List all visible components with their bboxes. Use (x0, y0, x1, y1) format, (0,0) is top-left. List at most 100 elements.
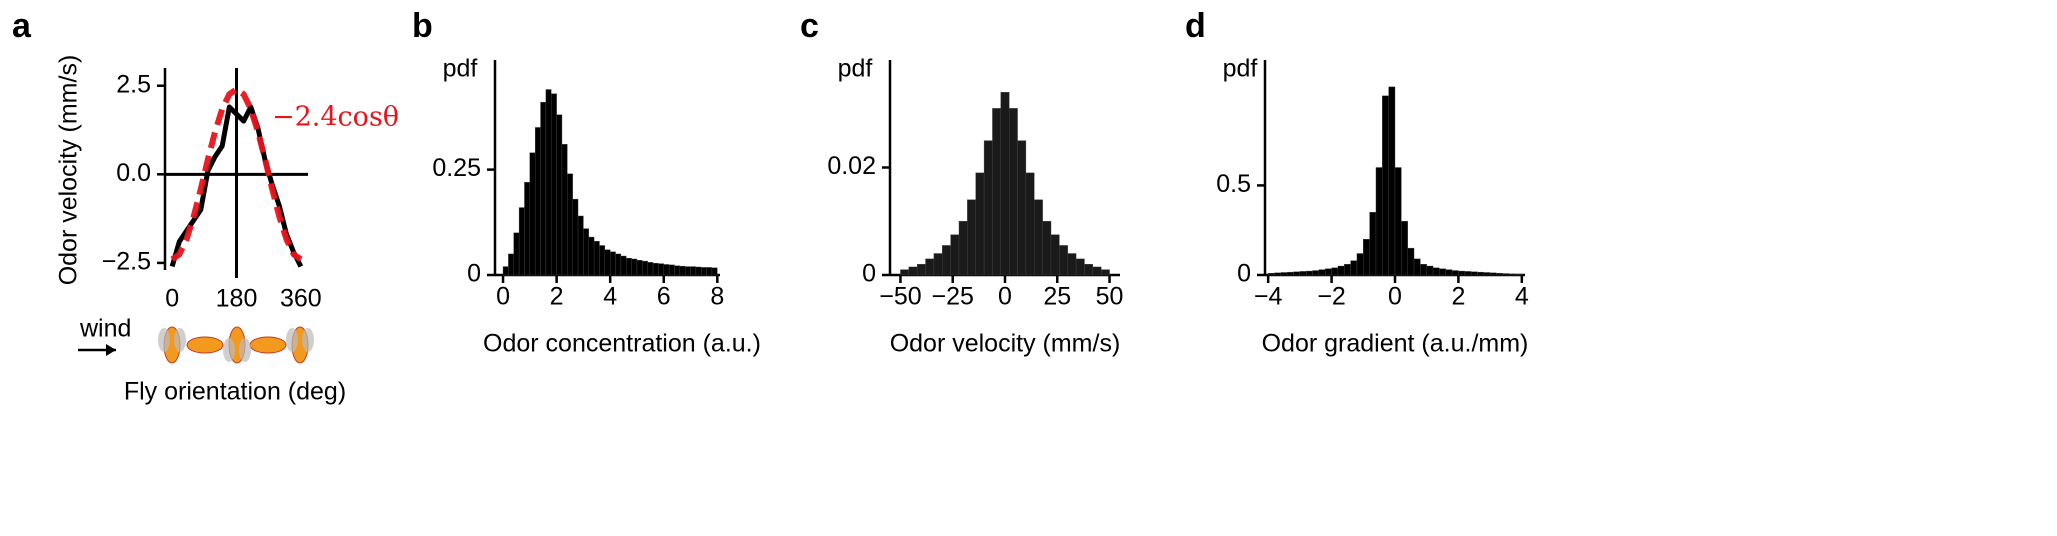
bar (916, 264, 926, 276)
x-tick-label: 0 (165, 285, 179, 313)
panel-label: b (412, 7, 433, 45)
bar (668, 264, 675, 276)
bar (1312, 270, 1320, 276)
x-axis-label: Odor velocity (mm/s) (890, 330, 1121, 358)
x-tick-label: 50 (1096, 283, 1124, 311)
bar (1356, 253, 1364, 276)
bar (1318, 269, 1326, 276)
bar (900, 269, 910, 276)
bar (933, 253, 943, 276)
bar (508, 253, 514, 276)
wind-arrow-head (106, 344, 116, 356)
bar (706, 267, 713, 276)
x-tick-label: 4 (603, 283, 617, 311)
x-tick-label: −25 (932, 283, 974, 311)
bar (1050, 234, 1060, 276)
bar (1439, 268, 1446, 276)
x-tick-label: 2 (1451, 283, 1465, 311)
x-axis-label: Odor concentration (a.u.) (483, 330, 761, 358)
bar (572, 198, 579, 276)
bar (1025, 172, 1035, 276)
bar (647, 262, 654, 276)
bar (1267, 273, 1275, 276)
bar (1401, 221, 1408, 276)
x-tick-label: −50 (879, 283, 921, 311)
bar (942, 245, 951, 276)
bar (1008, 108, 1018, 276)
bar (604, 249, 611, 276)
bar (518, 207, 525, 276)
bar (695, 266, 702, 276)
bar (1470, 271, 1478, 276)
fit-label: −2.4cosθ (272, 102, 399, 133)
x-axis-label: Fly orientation (deg) (124, 378, 346, 406)
bar (545, 89, 552, 276)
bar (701, 267, 707, 276)
bar (1075, 258, 1085, 276)
x-tick-label: 8 (710, 283, 724, 311)
x-tick-label: 180 (216, 285, 258, 313)
bar (1451, 270, 1459, 276)
x-tick-label: 0 (496, 283, 510, 311)
bar (642, 260, 648, 276)
bar (1000, 92, 1010, 276)
bar (658, 263, 664, 276)
bar (1496, 273, 1504, 276)
bar (1363, 238, 1370, 276)
x-tick-label: 25 (1043, 283, 1071, 311)
y-axis-label: Odor velocity (mm/s) (55, 55, 83, 286)
bar (1432, 267, 1440, 276)
bar (975, 172, 985, 276)
bar (1426, 265, 1434, 276)
bar (1034, 199, 1043, 276)
bar (1299, 271, 1307, 276)
bar (620, 255, 627, 276)
bar (540, 101, 547, 276)
bar (1337, 265, 1345, 276)
fit-line (170, 86, 303, 262)
bar (1344, 264, 1351, 276)
bar (1092, 266, 1102, 276)
bar (1388, 86, 1396, 276)
bar (1325, 268, 1332, 276)
bar (529, 152, 536, 276)
bar (1280, 272, 1288, 276)
bar (958, 221, 968, 276)
y-tick-label: 0.5 (1216, 170, 1251, 198)
y-tick-label: 0 (467, 260, 481, 288)
bar (588, 236, 595, 276)
bar (1350, 260, 1358, 276)
bar (684, 266, 691, 276)
bar (551, 93, 557, 276)
panel-label: d (1185, 7, 1206, 45)
bar (1059, 245, 1068, 276)
bar (513, 232, 520, 276)
bar (1489, 272, 1497, 276)
bar (992, 108, 1002, 276)
panel-label: a (12, 7, 32, 45)
bar (593, 241, 600, 276)
fly-icons (158, 326, 314, 364)
bar (1084, 264, 1094, 276)
x-tick-label: 6 (657, 283, 671, 311)
y-tick-label: 0.25 (432, 154, 481, 182)
bar (1293, 271, 1301, 276)
bar (1331, 267, 1339, 276)
bar (1306, 270, 1313, 276)
bar (1420, 264, 1427, 276)
x-axis-label: Odor gradient (a.u./mm) (1262, 330, 1529, 358)
bar (1100, 269, 1110, 276)
bar (636, 260, 643, 276)
bar (524, 182, 531, 276)
bar (556, 114, 563, 276)
bar (1502, 273, 1510, 276)
y-tick-label: 0 (862, 260, 876, 288)
bar (1274, 272, 1282, 276)
y-tick-label: 2.5 (116, 70, 151, 98)
bar (583, 228, 589, 276)
y-tick-label: 0.02 (827, 152, 876, 180)
bar (663, 264, 670, 276)
bar (1042, 221, 1052, 276)
x-tick-label: −2 (1317, 283, 1346, 311)
